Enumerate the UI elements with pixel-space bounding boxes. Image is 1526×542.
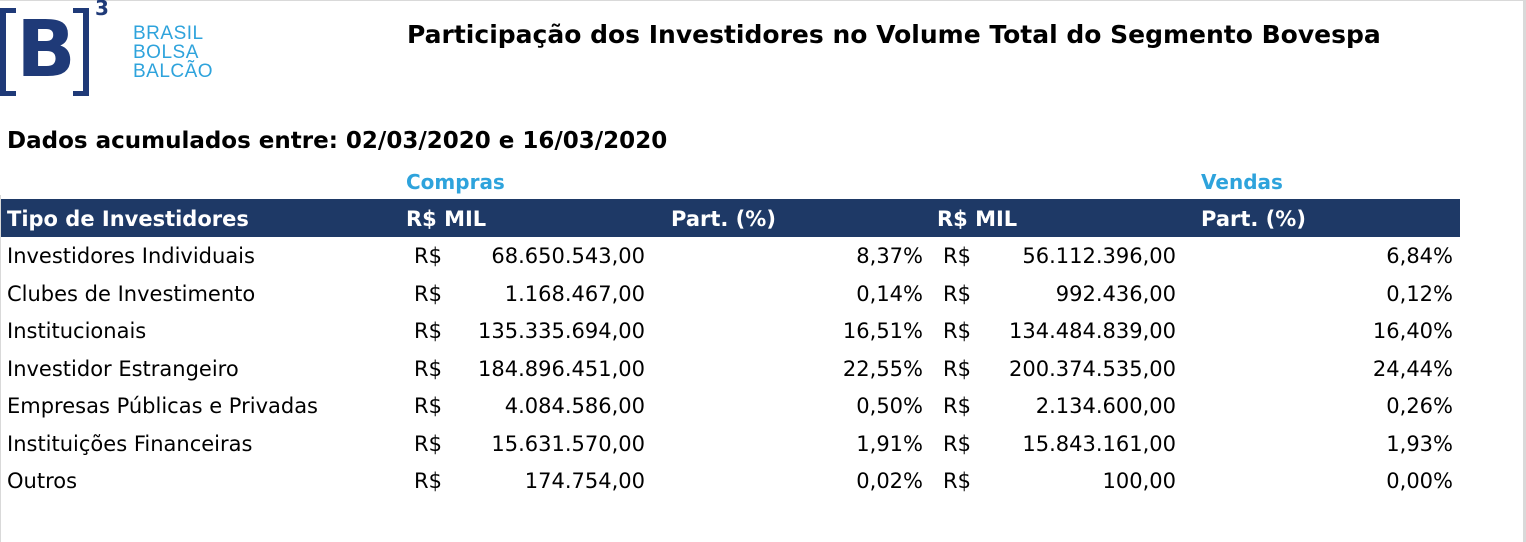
vendas-value-cell: 992.436,00	[1055, 281, 1176, 306]
vendas-part-cell: 24,44%	[1372, 356, 1453, 381]
page-title: Participação dos Investidores no Volume …	[407, 20, 1381, 49]
investor-type-cell: Investidor Estrangeiro	[7, 356, 239, 381]
currency-compras-cell: R$	[414, 356, 442, 381]
header-tipo-investidores: Tipo de Investidores	[7, 207, 249, 231]
currency-vendas-cell: R$	[943, 469, 971, 493]
compras-part-cell: 0,14%	[856, 281, 923, 306]
vendas-part-cell: 0,26%	[1386, 394, 1453, 418]
compras-value-cell: 4.084.586,00	[504, 394, 645, 418]
currency-compras-cell: R$	[414, 431, 442, 456]
vendas-part-cell: 1,93%	[1386, 431, 1453, 456]
header-part-compras: Part. (%)	[671, 207, 776, 231]
currency-compras-cell: R$	[414, 469, 442, 493]
table-row: Investidores Individuais R$ 68.650.543,0…	[0, 238, 1460, 275]
compras-value-cell: 15.631.570,00	[491, 431, 645, 456]
table-header-bar	[1, 199, 1460, 237]
compras-value-cell: 135.335.694,00	[478, 319, 645, 343]
currency-vendas-cell: R$	[943, 281, 971, 306]
date-range-subtitle: Dados acumulados entre: 02/03/2020 e 16/…	[7, 128, 668, 154]
logo-word-balcao: BALCÃO	[133, 61, 214, 82]
currency-compras-cell: R$	[414, 281, 442, 306]
vendas-part-cell: 16,40%	[1372, 319, 1453, 343]
vendas-value-cell: 134.484.839,00	[1009, 319, 1176, 343]
frame-left-border	[0, 195, 1, 542]
logo-wordmark: BRASIL BOLSA BALCÃO	[133, 24, 213, 81]
investor-type-cell: Outros	[7, 469, 78, 493]
currency-compras-cell: R$	[414, 394, 442, 418]
compras-value-cell: 68.650.543,00	[491, 244, 645, 268]
currency-vendas-cell: R$	[943, 356, 971, 381]
investor-type-cell: Clubes de Investimento	[7, 281, 256, 306]
logo-word-bolsa: BOLSA	[133, 42, 199, 63]
compras-value-cell: 174.754,00	[524, 469, 645, 493]
frame-right-border	[1523, 0, 1526, 542]
vendas-part-cell: 0,12%	[1386, 281, 1453, 306]
compras-part-cell: 16,51%	[842, 319, 923, 343]
compras-part-cell: 0,50%	[856, 394, 923, 418]
currency-vendas-cell: R$	[943, 319, 971, 343]
vendas-value-cell: 15.843.161,00	[1022, 431, 1176, 456]
currency-vendas-cell: R$	[943, 431, 971, 456]
table-row: Investidor Estrangeiro R$ 184.896.451,00…	[0, 351, 1460, 388]
group-label-compras: Compras	[406, 170, 505, 194]
header-part-vendas: Part. (%)	[1201, 207, 1306, 231]
vendas-part-cell: 6,84%	[1386, 244, 1453, 268]
vendas-value-cell: 100,00	[1102, 469, 1176, 493]
vendas-part-cell: 0,00%	[1386, 469, 1453, 493]
compras-part-cell: 22,55%	[842, 356, 923, 381]
investor-type-cell: Institucionais	[7, 319, 147, 343]
logo-mark: B	[16, 5, 76, 95]
vendas-value-cell: 200.374.535,00	[1009, 356, 1176, 381]
investor-type-cell: Empresas Públicas e Privadas	[7, 394, 319, 418]
frame-top-border	[0, 0, 1526, 1]
compras-value-cell: 1.168.467,00	[504, 281, 645, 306]
compras-part-cell: 0,02%	[856, 469, 923, 493]
investor-type-cell: Investidores Individuais	[7, 244, 255, 268]
currency-compras-cell: R$	[414, 319, 442, 343]
header-rs-mil-compras: R$ MIL	[406, 207, 487, 231]
compras-part-cell: 1,91%	[856, 431, 923, 456]
vendas-value-cell: 56.112.396,00	[1022, 244, 1176, 268]
table-row: Outros R$ 174.754,00 0,02% R$ 100,00 0,0…	[0, 463, 1460, 500]
compras-part-cell: 8,37%	[856, 244, 923, 268]
vendas-value-cell: 2.134.600,00	[1035, 394, 1176, 418]
compras-value-cell: 184.896.451,00	[478, 356, 645, 381]
currency-vendas-cell: R$	[943, 244, 971, 268]
table-row: Clubes de Investimento R$ 1.168.467,00 0…	[0, 276, 1460, 313]
b3-logo: B 3 BRASIL BOLSA BALCÃO	[0, 0, 240, 100]
investor-type-cell: Instituições Financeiras	[7, 431, 253, 456]
logo-right-bracket	[73, 8, 89, 96]
table-row: Empresas Públicas e Privadas R$ 4.084.58…	[0, 388, 1460, 425]
currency-compras-cell: R$	[414, 244, 442, 268]
table-row: Institucionais R$ 135.335.694,00 16,51% …	[0, 313, 1460, 350]
logo-superscript: 3	[95, 0, 109, 20]
table-row: Instituições Financeiras R$ 15.631.570,0…	[0, 426, 1460, 463]
currency-vendas-cell: R$	[943, 394, 971, 418]
header-rs-mil-vendas: R$ MIL	[937, 207, 1018, 231]
logo-word-brasil: BRASIL	[133, 23, 204, 44]
logo-left-bracket	[0, 8, 16, 96]
group-label-vendas: Vendas	[1201, 170, 1283, 194]
